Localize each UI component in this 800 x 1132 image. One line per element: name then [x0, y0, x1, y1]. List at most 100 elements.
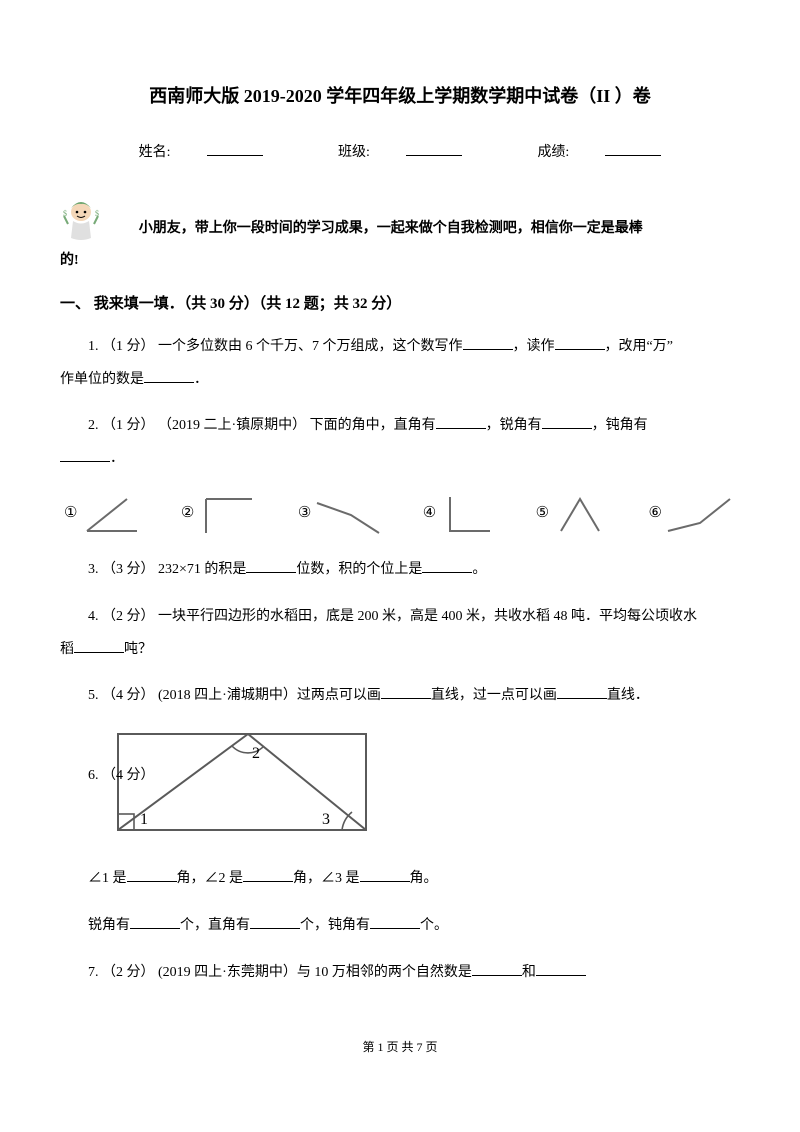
question-2: 2. （1 分） （2019 二上·镇原期中） 下面的角中，直角有 ，锐角有 ，钝角… — [60, 411, 740, 442]
svg-text:$: $ — [95, 209, 99, 218]
q6-blank-5[interactable] — [250, 914, 300, 929]
svg-text:2: 2 — [252, 745, 260, 762]
q7-text-a: 7. （2 分） (2019 四上·东莞期中）与 10 万相邻的两个自然数是 — [88, 965, 472, 980]
name-blank[interactable] — [207, 141, 263, 156]
name-label: 姓名: — [139, 145, 171, 160]
svg-text:1: 1 — [140, 811, 148, 828]
q2-blank-3[interactable] — [60, 447, 110, 462]
angle-5-icon — [551, 491, 609, 537]
name-field[interactable]: 姓名: — [121, 145, 284, 160]
q1-text-d: 作单位的数是 — [60, 372, 144, 387]
q5-blank-2[interactable] — [557, 684, 607, 699]
q1-text-b: ，读作 — [513, 339, 555, 354]
q2-text-d: ． — [110, 451, 124, 466]
q5-text-c: 直线． — [607, 688, 649, 703]
svg-text:3: 3 — [322, 811, 330, 828]
q2-blank-2[interactable] — [542, 414, 592, 429]
q7-blank-1[interactable] — [472, 960, 522, 975]
question-2-tail: ． — [60, 444, 740, 475]
angle-5-label: ⑤ — [536, 500, 549, 527]
angle-1-label: ① — [64, 500, 77, 527]
q4-text-a: 4. （2 分） 一块平行四边形的水稻田，底是 200 米，高是 400 米，共… — [88, 609, 697, 624]
intro-line1: 小朋友，带上你一段时间的学习成果，一起来做个自我检测吧，相信你一定是最棒 — [108, 216, 643, 241]
q2-text-b: ，锐角有 — [486, 418, 542, 433]
q6-blank-1[interactable] — [127, 867, 177, 882]
q4-blank-1[interactable] — [74, 637, 124, 652]
student-info-row: 姓名: 班级: 成绩: — [60, 140, 740, 165]
question-1-line2: 作单位的数是 ． — [60, 365, 740, 396]
q2-text-a: 2. （1 分） （2019 二上·镇原期中） 下面的角中，直角有 — [88, 418, 436, 433]
q5-text-b: 直线，过一点可以画 — [431, 688, 557, 703]
angle-3-icon — [313, 491, 383, 537]
q4-text-c: 吨？ — [124, 642, 152, 657]
q6-text-g: 个，钝角有 — [300, 918, 370, 933]
q1-text-c: ，改用“万” — [605, 339, 673, 354]
angle-6-label: ⑥ — [649, 500, 662, 527]
q6-text-h: 个。 — [420, 918, 448, 933]
angle-diagrams-row: ① ② ③ ④ ⑤ ⑥ — [60, 491, 740, 537]
q5-blank-1[interactable] — [381, 684, 431, 699]
score-field[interactable]: 成绩: — [519, 145, 679, 160]
svg-text:$: $ — [63, 209, 67, 218]
q6-blank-4[interactable] — [130, 914, 180, 929]
q2-blank-1[interactable] — [436, 414, 486, 429]
q3-blank-2[interactable] — [422, 558, 472, 573]
angle-3-label: ③ — [298, 500, 311, 527]
q3-blank-1[interactable] — [246, 558, 296, 573]
angle-6-icon — [664, 491, 736, 537]
q6-blank-6[interactable] — [370, 914, 420, 929]
score-blank[interactable] — [605, 141, 661, 156]
question-4: 4. （2 分） 一块平行四边形的水稻田，底是 200 米，高是 400 米，共… — [60, 602, 740, 633]
intro-line2: 的! — [60, 248, 740, 273]
angle-4: ④ — [423, 491, 496, 537]
score-label: 成绩: — [537, 145, 569, 160]
angle-3: ③ — [298, 491, 383, 537]
q1-blank-1[interactable] — [463, 334, 513, 349]
q5-text-a: 5. （4 分） (2018 四上·浦城期中）过两点可以画 — [88, 688, 381, 703]
question-6-line2: 锐角有 个，直角有 个，钝角有 个。 — [60, 911, 740, 942]
question-4-line2: 稻 吨？ — [60, 635, 740, 666]
section-1-heading: 一、 我来填一填．（共 30 分）（共 12 题；共 32 分） — [60, 291, 740, 318]
q6-text-b: 角，∠2 是 — [177, 871, 244, 886]
q1-text-a: 1. （1 分） 一个多位数由 6 个千万、7 个万组成，这个数写作 — [88, 339, 463, 354]
q1-blank-3[interactable] — [144, 367, 194, 382]
q2-text-c: ，钝角有 — [592, 418, 648, 433]
q6-blank-2[interactable] — [243, 867, 293, 882]
question-3: 3. （3 分） 232×71 的积是 位数，积的个位上是 。 — [60, 555, 740, 586]
question-7: 7. （2 分） (2019 四上·东莞期中）与 10 万相邻的两个自然数是 和 — [60, 958, 740, 989]
angle-4-label: ④ — [423, 500, 436, 527]
intro-row: $ $ 小朋友，带上你一段时间的学习成果，一起来做个自我检测吧，相信你一定是最棒 — [60, 194, 740, 242]
q4-text-b: 稻 — [60, 642, 74, 657]
kid-icon: $ $ — [60, 194, 102, 242]
question-6-line1: ∠1 是 角，∠2 是 角，∠3 是 角。 — [60, 864, 740, 895]
angle-2: ② — [181, 491, 258, 537]
angle-4-icon — [438, 491, 496, 537]
angle-1: ① — [64, 491, 141, 537]
page-title: 西南师大版 2019-2020 学年四年级上学期数学期中试卷（II ）卷 — [60, 80, 740, 112]
q7-text-b: 和 — [522, 965, 536, 980]
class-blank[interactable] — [406, 141, 462, 156]
page-footer: 第 1 页 共 7 页 — [60, 1037, 740, 1059]
question-1: 1. （1 分） 一个多位数由 6 个千万、7 个万组成，这个数写作 ，读作 ，改用… — [60, 332, 740, 363]
angle-6: ⑥ — [649, 491, 736, 537]
q1-text-e: ． — [194, 372, 208, 387]
angle-1-icon — [79, 491, 141, 537]
q1-blank-2[interactable] — [555, 334, 605, 349]
q6-header-text: 6. （4 分） — [88, 768, 155, 783]
q7-blank-2[interactable] — [536, 960, 586, 975]
q6-text-c: 角，∠3 是 — [293, 871, 360, 886]
angle-2-label: ② — [181, 500, 194, 527]
q6-text-d: 角。 — [410, 871, 438, 886]
q6-text-f: 个，直角有 — [180, 918, 250, 933]
angle-2-icon — [196, 491, 258, 537]
q3-text-b: 位数，积的个位上是 — [296, 562, 422, 577]
q6-blank-3[interactable] — [360, 867, 410, 882]
q6-text-e: 锐角有 — [88, 918, 130, 933]
q3-text-a: 3. （3 分） 232×71 的积是 — [88, 562, 246, 577]
class-label: 班级: — [338, 145, 370, 160]
class-field[interactable]: 班级: — [320, 145, 483, 160]
question-5: 5. （4 分） (2018 四上·浦城期中）过两点可以画 直线，过一点可以画 直线… — [60, 681, 740, 712]
q6-text-a: ∠1 是 — [88, 871, 127, 886]
q3-text-c: 。 — [472, 562, 486, 577]
angle-5: ⑤ — [536, 491, 609, 537]
